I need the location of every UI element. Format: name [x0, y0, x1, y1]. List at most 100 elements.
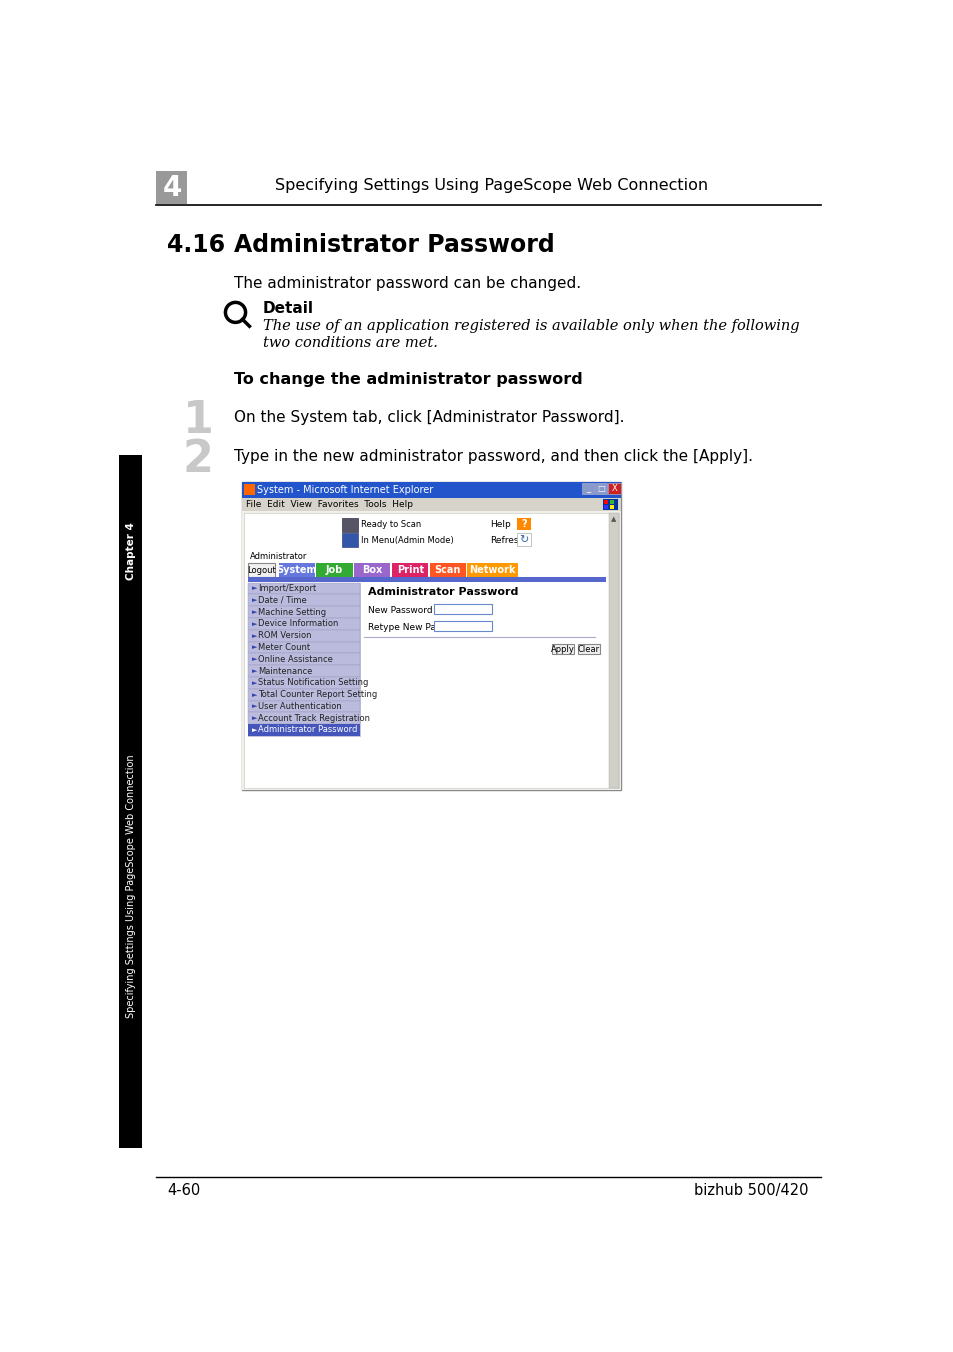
Bar	[241, 511, 620, 790]
Text: Total Counter Report Setting: Total Counter Report Setting	[257, 690, 376, 699]
Bar	[602, 499, 618, 510]
Text: _: _	[585, 484, 590, 493]
Bar	[248, 630, 360, 642]
Text: ►: ►	[252, 692, 257, 698]
Text: Administrator Password: Administrator Password	[233, 233, 554, 257]
Text: File  Edit  View  Favorites  Tools  Help: File Edit View Favorites Tools Help	[246, 500, 413, 508]
Bar	[248, 677, 360, 688]
Text: ►: ►	[252, 668, 257, 675]
Text: ►: ►	[252, 715, 257, 721]
Text: On the System tab, click [Administrator Password].: On the System tab, click [Administrator …	[233, 410, 624, 425]
Text: 4: 4	[162, 173, 181, 201]
Text: two conditions are met.: two conditions are met.	[262, 337, 437, 350]
Text: Specifying Settings Using PageScope Web Connection: Specifying Settings Using PageScope Web …	[126, 754, 135, 1018]
Bar	[248, 700, 360, 713]
Text: In Menu(Admin Mode): In Menu(Admin Mode)	[360, 535, 454, 545]
Text: Box: Box	[362, 565, 382, 576]
Text: ►: ►	[252, 621, 257, 627]
Text: ►: ►	[252, 585, 257, 592]
Text: Apply: Apply	[551, 645, 575, 654]
Text: Device Information: Device Information	[257, 619, 338, 629]
Bar	[119, 454, 142, 648]
Text: System: System	[276, 565, 316, 576]
Text: Network: Network	[469, 565, 516, 576]
Text: 1: 1	[183, 399, 213, 442]
Bar	[604, 504, 608, 508]
Text: Date / Time: Date / Time	[257, 596, 307, 604]
Bar	[248, 577, 605, 581]
Bar	[467, 564, 517, 577]
Bar	[156, 172, 187, 204]
Bar	[241, 498, 620, 511]
Text: 2: 2	[183, 438, 213, 481]
Bar	[248, 653, 360, 665]
Bar	[248, 606, 360, 618]
Bar	[248, 564, 274, 577]
Text: The administrator password can be changed.: The administrator password can be change…	[233, 276, 580, 291]
Bar	[517, 518, 530, 530]
Text: Machine Setting: Machine Setting	[257, 607, 326, 617]
Bar	[248, 642, 360, 653]
Text: Job: Job	[325, 565, 342, 576]
Text: Online Assistance: Online Assistance	[257, 654, 333, 664]
Bar	[581, 483, 594, 493]
Text: ►: ►	[252, 645, 257, 650]
Text: ►: ►	[252, 656, 257, 662]
Text: Status Notification Setting: Status Notification Setting	[257, 679, 368, 687]
Bar	[248, 595, 360, 606]
Text: ►: ►	[252, 727, 257, 733]
Bar	[595, 483, 607, 493]
Bar	[248, 688, 360, 700]
Bar	[248, 665, 360, 677]
Bar	[248, 583, 360, 595]
Bar	[392, 564, 428, 577]
Text: ►: ►	[252, 703, 257, 710]
Text: □: □	[597, 484, 604, 493]
Text: ?: ?	[520, 519, 526, 529]
Text: Retype New Password: Retype New Password	[368, 623, 467, 631]
Text: Meter Count: Meter Count	[257, 644, 310, 652]
Text: Administrator: Administrator	[249, 552, 307, 561]
Text: Print: Print	[396, 565, 423, 576]
Text: New Password: New Password	[368, 606, 433, 615]
Text: 4.16: 4.16	[167, 233, 225, 257]
Bar	[608, 512, 618, 788]
Text: ▲: ▲	[611, 515, 617, 522]
Text: ROM Version: ROM Version	[257, 631, 311, 641]
Bar	[552, 645, 574, 654]
Bar	[517, 534, 530, 546]
Bar	[430, 564, 465, 577]
Text: Scan: Scan	[435, 565, 460, 576]
Bar	[342, 534, 357, 548]
Bar	[434, 604, 492, 614]
Text: To change the administrator password: To change the administrator password	[233, 372, 582, 387]
Text: Clear: Clear	[578, 645, 599, 654]
Text: User Authentication: User Authentication	[257, 702, 341, 711]
Bar	[354, 564, 390, 577]
Bar	[119, 625, 142, 1148]
Bar	[315, 564, 353, 577]
Text: Administrator Password: Administrator Password	[368, 587, 517, 596]
Text: Ready to Scan: Ready to Scan	[360, 521, 421, 530]
Bar	[342, 518, 357, 531]
Bar	[248, 713, 360, 725]
Text: ↻: ↻	[518, 534, 528, 545]
Bar	[248, 618, 360, 630]
Text: Logout: Logout	[247, 566, 275, 575]
Text: 4-60: 4-60	[167, 1183, 200, 1198]
Text: Account Track Registration: Account Track Registration	[257, 714, 370, 723]
Text: ►: ►	[252, 598, 257, 603]
Text: ►: ►	[252, 610, 257, 615]
Text: Import/Export: Import/Export	[257, 584, 315, 594]
Text: Help: Help	[489, 521, 510, 530]
Text: Detail: Detail	[262, 301, 314, 316]
Text: Chapter 4: Chapter 4	[126, 522, 135, 580]
Bar	[241, 481, 620, 498]
Bar	[578, 645, 599, 654]
Text: X: X	[611, 484, 617, 493]
Bar	[604, 500, 608, 504]
Text: Type in the new administrator password, and then click the [Apply].: Type in the new administrator password, …	[233, 449, 752, 465]
Text: Specifying Settings Using PageScope Web Connection: Specifying Settings Using PageScope Web …	[274, 178, 707, 193]
Bar	[241, 481, 620, 790]
Bar	[608, 483, 620, 493]
